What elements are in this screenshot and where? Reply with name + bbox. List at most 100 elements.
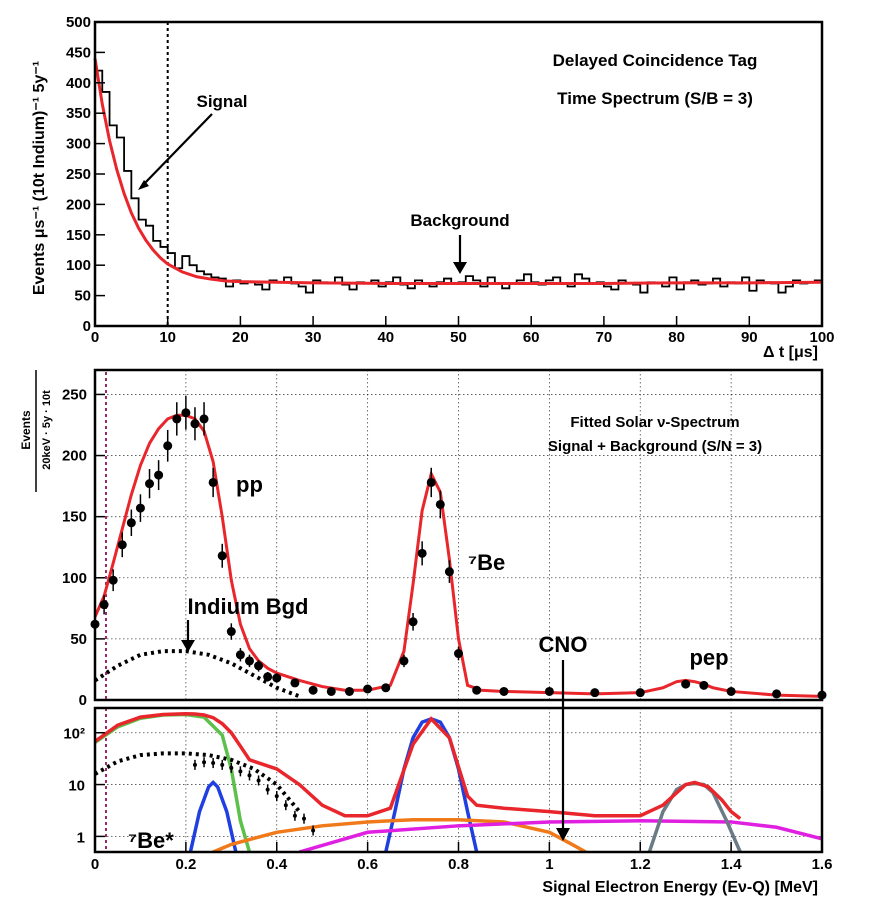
component-spectrum-panel: 0 0.2 0.4 0.6 0.8 1 1.2 1.4 1.6 1 10 10² ⁷Be* Sign… — [63, 660, 832, 896]
y-tick-label: 50 — [74, 288, 91, 305]
y-tick-label: 250 — [62, 386, 87, 403]
data-point — [211, 761, 216, 766]
y-tick-label: 10² — [63, 726, 85, 743]
y-tick-label: 50 — [70, 631, 87, 648]
data-point — [417, 548, 427, 558]
y-tick-label: 1 — [77, 829, 85, 846]
series-indium-bgd — [95, 751, 302, 813]
data-point — [192, 762, 197, 767]
y-tick-label: 0 — [83, 318, 91, 335]
component-series-group — [95, 711, 822, 852]
fitted-spectrum-frame — [93, 368, 824, 702]
data-point — [326, 686, 336, 696]
data-point — [399, 656, 409, 666]
data-point — [172, 414, 182, 424]
data-point — [772, 689, 782, 699]
data-point — [454, 649, 463, 659]
data-point — [292, 813, 297, 818]
data-point — [226, 627, 236, 637]
data-point — [311, 828, 316, 833]
data-point — [408, 617, 418, 627]
data-point — [99, 600, 109, 610]
x-tick-label: 10 — [159, 329, 176, 346]
y-tick-label: 200 — [66, 196, 91, 213]
fitted-spectrum-ylabel-top: Events — [19, 410, 33, 450]
x-tick-label: 20 — [232, 329, 249, 346]
series-cno — [212, 817, 587, 852]
data-point — [444, 567, 454, 577]
series-pep — [647, 781, 742, 852]
fitted-spectrum-ylabel-bottom: 20keV · 5y · 10t — [41, 390, 53, 470]
y-tick-label: 10 — [68, 778, 85, 795]
data-point — [726, 686, 736, 696]
data-point — [217, 551, 227, 561]
indium-bgd-series — [93, 649, 301, 699]
y-tick-label: 250 — [66, 166, 91, 183]
cno-arrowhead — [556, 828, 570, 841]
y-tick-label: 500 — [66, 14, 91, 31]
data-point — [202, 760, 207, 765]
signal-arrowhead — [138, 180, 149, 190]
y-tick-label: 450 — [66, 44, 91, 61]
data-point — [244, 656, 254, 666]
data-point — [472, 685, 482, 695]
x-tick-label: 0 — [91, 856, 99, 873]
data-point — [220, 762, 225, 767]
y-tick-label: 300 — [66, 136, 91, 153]
data-point — [699, 680, 709, 690]
time-spectrum-xlabel: Δ t [μs] — [763, 344, 818, 361]
series-7be- — [188, 779, 238, 852]
x-tick-label: 100 — [809, 329, 834, 346]
data-point — [344, 686, 354, 696]
x-tick-label: 0.6 — [357, 856, 378, 873]
signal-arrow — [142, 113, 213, 186]
data-point — [283, 803, 288, 808]
x-tick-label: 30 — [305, 329, 322, 346]
time-spectrum-ylabel: Events μs⁻¹ (10t Indium)⁻¹ 5y⁻¹ — [31, 61, 48, 295]
x-tick-label: 1.2 — [630, 856, 651, 873]
y-tick-label: 150 — [62, 509, 87, 526]
be7-annotation: ⁷Be — [468, 550, 505, 575]
data-point — [290, 678, 300, 688]
data-point — [256, 778, 261, 783]
y-tick-label: 200 — [62, 448, 87, 465]
y-tick-label: 100 — [62, 570, 87, 587]
time-spectrum-title: Delayed Coincidence Tag — [553, 51, 758, 70]
series-8b-other — [298, 819, 822, 852]
data-point — [272, 673, 282, 683]
fitted-spectrum-title: Fitted Solar ν-Spectrum — [570, 414, 739, 431]
data-point — [590, 688, 600, 698]
y-tick-label: 400 — [66, 75, 91, 92]
data-point — [274, 794, 279, 799]
data-point — [126, 518, 136, 528]
data-point — [238, 769, 243, 774]
data-point — [308, 685, 318, 695]
data-point — [181, 408, 191, 418]
x-tick-label: 40 — [377, 329, 394, 346]
x-tick-label: 1.4 — [721, 856, 743, 873]
fitted-spectrum-subtitle: Signal + Background (S/N = 3) — [548, 438, 762, 455]
data-point — [108, 575, 118, 585]
data-point — [426, 477, 436, 487]
x-tick-label: 60 — [523, 329, 540, 346]
data-point — [635, 688, 645, 698]
fit-series — [93, 58, 823, 285]
data-point — [154, 470, 164, 480]
data-point — [363, 684, 373, 694]
time-spectrum-subtitle: Time Spectrum (S/B = 3) — [557, 89, 753, 108]
data-point — [499, 686, 509, 696]
data-point — [208, 477, 218, 487]
x-tick-label: 1.6 — [812, 856, 833, 873]
signal-annotation: Signal — [196, 92, 247, 111]
data-point — [163, 441, 173, 451]
x-tick-label: 1 — [545, 856, 553, 873]
data-point — [381, 683, 391, 693]
time-spectrum-panel: 0 10 20 30 40 50 60 70 80 90 100 0 50 100 150 200 250 30… — [31, 14, 835, 361]
data-point — [681, 679, 691, 689]
pp-annotation: pp — [236, 472, 263, 497]
background-annotation: Background — [410, 211, 509, 230]
be7star-annotation: ⁷Be* — [128, 828, 174, 853]
x-tick-label: 0.8 — [448, 856, 469, 873]
